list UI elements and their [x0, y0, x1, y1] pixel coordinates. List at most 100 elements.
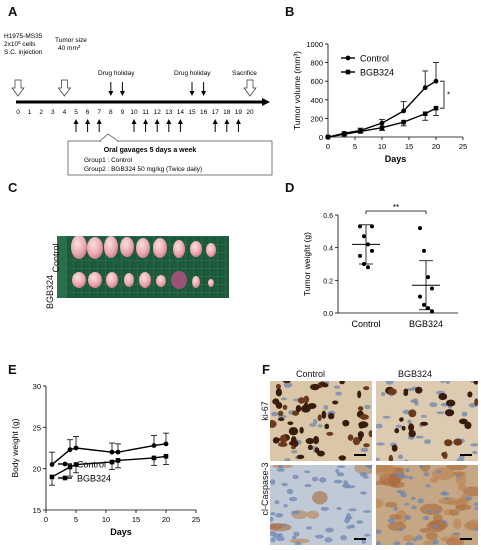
nucleus	[424, 439, 431, 445]
gavage-arrowhead	[212, 119, 218, 124]
data-point	[430, 309, 434, 314]
stained-nucleus	[324, 423, 330, 430]
timeline-day-label: 19	[235, 109, 243, 116]
sacrifice-label: Sacrifice	[232, 70, 257, 77]
x-tick-label: 15	[132, 515, 140, 524]
stained-nucleus	[299, 426, 304, 434]
stained-nucleus	[388, 454, 394, 461]
stain-patch	[432, 467, 456, 480]
nucleus	[364, 404, 371, 410]
stained-nucleus	[321, 383, 329, 388]
nucleus	[464, 496, 473, 501]
significance-bracket	[440, 80, 445, 109]
stained-nucleus	[288, 427, 299, 436]
nucleus	[376, 423, 383, 429]
nucleus	[425, 484, 431, 488]
stained-nucleus	[368, 430, 372, 438]
tumor-bgb324	[88, 272, 102, 288]
nucleus	[276, 468, 285, 472]
nucleus	[445, 381, 451, 384]
tumor-control	[206, 243, 216, 257]
legend-marker	[345, 55, 351, 61]
nucleus	[336, 472, 345, 477]
group2-label: Group2 : BGB324 50 mg/kg (Twice daily)	[84, 166, 202, 173]
stained-nucleus	[408, 409, 417, 418]
nucleus	[420, 414, 427, 418]
timeline-day-label: 10	[130, 109, 138, 116]
nucleus	[335, 468, 340, 474]
nucleus	[472, 450, 478, 455]
tumor-control	[136, 238, 150, 258]
data-point	[163, 453, 169, 459]
stained-nucleus	[408, 429, 416, 438]
nucleus	[345, 516, 353, 520]
category-label: BGB324	[409, 319, 443, 329]
x-axis-label: Days	[385, 154, 407, 164]
timeline-day-label: 8	[109, 109, 113, 116]
gavage-arrowhead	[131, 119, 137, 124]
stain-patch	[419, 503, 443, 515]
gavage-arrowhead	[143, 119, 149, 124]
stained-nucleus	[467, 391, 473, 398]
nucleus	[305, 526, 313, 530]
nucleus	[362, 510, 372, 513]
data-point	[401, 108, 406, 114]
stained-nucleus	[394, 428, 400, 434]
stain-patch	[270, 523, 283, 530]
stained-nucleus	[332, 400, 339, 405]
panel-label-e: E	[8, 362, 17, 377]
stained-nucleus	[442, 451, 448, 460]
y-tick-label: 30	[33, 382, 41, 391]
nucleus	[364, 533, 371, 537]
data-point	[109, 459, 115, 465]
y-axis-label: Body weight (g)	[10, 418, 20, 477]
timeline-marks: 0 1 2 3 4 5 6 7 8 9 10 11 12 13 14 15 16 17 18 19 20	[11, 79, 270, 132]
tumor-line2: 40 mm3	[58, 44, 81, 52]
ihc-image-0	[270, 381, 372, 461]
y-tick-label: 200	[310, 114, 323, 123]
nucleus	[380, 391, 386, 397]
nucleus	[385, 381, 394, 385]
stained-nucleus	[444, 409, 455, 417]
legend-marker	[62, 475, 68, 481]
stained-nucleus	[316, 450, 325, 457]
nucleus	[274, 500, 280, 505]
nucleus	[363, 475, 369, 479]
stained-nucleus	[272, 437, 280, 444]
nucleus	[403, 502, 410, 506]
nucleus	[333, 385, 341, 389]
significance-star: **	[393, 203, 399, 212]
y-tick-label: 15	[33, 506, 41, 515]
stained-nucleus	[296, 454, 305, 460]
nucleus	[387, 518, 396, 524]
tumor-bgb324	[72, 272, 86, 288]
legend-label: BGB324	[77, 474, 111, 484]
nucleus	[317, 424, 323, 428]
x-tick-label: 10	[378, 142, 386, 151]
nucleus	[304, 484, 312, 488]
nucleus	[440, 491, 448, 496]
nucleus	[281, 523, 288, 527]
nucleus	[444, 497, 450, 501]
nucleus	[432, 539, 439, 545]
timeline-day-label: 13	[165, 109, 173, 116]
tumor-bgb324	[139, 272, 151, 288]
nucleus	[293, 531, 300, 537]
stained-nucleus	[357, 406, 364, 411]
nucleus	[325, 527, 334, 533]
stained-nucleus	[309, 383, 320, 391]
nucleus	[360, 491, 367, 495]
stain-patch	[452, 518, 462, 530]
data-point	[422, 111, 428, 117]
x-tick-label: 20	[162, 515, 170, 524]
x-tick-label: 10	[102, 515, 110, 524]
ihc-image-2	[270, 465, 372, 545]
panel-label-c: C	[8, 180, 18, 195]
nucleus	[415, 535, 423, 541]
nucleus	[280, 397, 287, 401]
tumor-bgb324	[106, 272, 118, 288]
y-tick-label: 0.6	[323, 213, 333, 220]
data-point	[366, 265, 370, 270]
ihc-col-label-control: Control	[296, 369, 326, 379]
nucleus	[473, 527, 478, 531]
